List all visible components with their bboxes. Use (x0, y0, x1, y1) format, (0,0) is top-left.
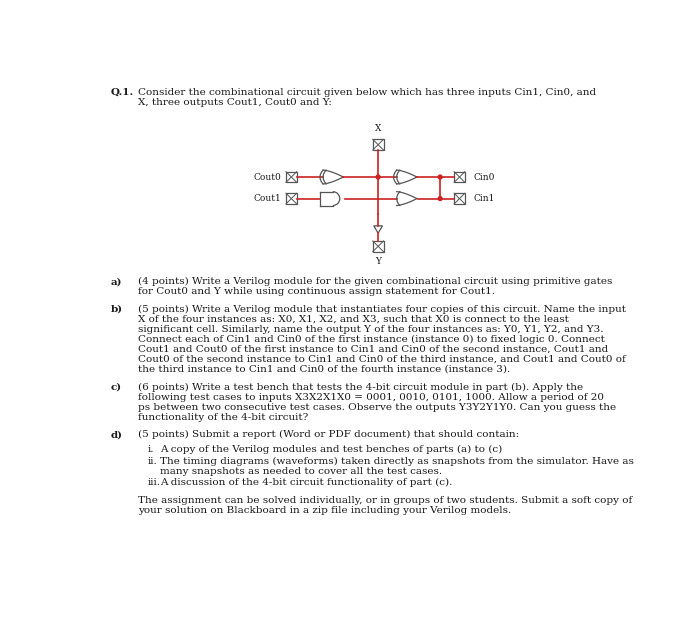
Text: ii.: ii. (148, 456, 158, 465)
Text: Cout1: Cout1 (253, 194, 281, 203)
Text: (5 points) Submit a report (Word or PDF document) that should contain:: (5 points) Submit a report (Word or PDF … (138, 430, 519, 440)
Text: X, three outputs Cout1, Cout0 and Y:: X, three outputs Cout1, Cout0 and Y: (138, 97, 332, 106)
Text: The timing diagrams (waveforms) taken directly as snapshots from the simulator. : The timing diagrams (waveforms) taken di… (160, 456, 634, 465)
Circle shape (438, 175, 442, 179)
Text: following test cases to inputs X3X2X1X0 = 0001, 0010, 0101, 1000. Allow a period: following test cases to inputs X3X2X1X0 … (138, 393, 604, 402)
Text: Connect each of Cin1 and Cin0 of the first instance (instance 0) to fixed logic : Connect each of Cin1 and Cin0 of the fir… (138, 335, 605, 344)
Text: d): d) (111, 430, 122, 439)
Text: a): a) (111, 277, 122, 286)
Circle shape (376, 175, 380, 179)
Text: iii.: iii. (148, 478, 161, 487)
Text: A discussion of the 4-bit circuit functionality of part (c).: A discussion of the 4-bit circuit functi… (160, 478, 453, 487)
Text: the third instance to Cin1 and Cin0 of the fourth instance (instance 3).: the third instance to Cin1 and Cin0 of t… (138, 365, 510, 374)
Text: Q.1.: Q.1. (111, 88, 134, 97)
Text: Cin1: Cin1 (473, 194, 495, 203)
Text: functionality of the 4-bit circuit?: functionality of the 4-bit circuit? (138, 413, 308, 422)
Text: your solution on Blackboard in a zip file including your Verilog models.: your solution on Blackboard in a zip fil… (138, 506, 511, 515)
Text: many snapshots as needed to cover all the test cases.: many snapshots as needed to cover all th… (160, 467, 442, 476)
Bar (454, 193, 465, 204)
Text: Consider the combinational circuit given below which has three inputs Cin1, Cin0: Consider the combinational circuit given… (138, 88, 596, 97)
Text: A copy of the Verilog modules and test benches of parts (a) to (c): A copy of the Verilog modules and test b… (160, 445, 503, 454)
Text: X of the four instances as: X0, X1, X2, and X3, such that X0 is connect to the l: X of the four instances as: X0, X1, X2, … (138, 315, 568, 324)
Text: (4 points) Write a Verilog module for the given combinational circuit using prim: (4 points) Write a Verilog module for th… (138, 277, 612, 287)
Text: X: X (375, 124, 382, 133)
Text: Cout1 and Cout0 of the first instance to Cin1 and Cin0 of the second instance, C: Cout1 and Cout0 of the first instance to… (138, 345, 608, 354)
Text: i.: i. (148, 445, 155, 454)
Bar (286, 172, 297, 183)
Circle shape (438, 197, 442, 201)
Text: Cout0: Cout0 (253, 172, 281, 181)
Text: Cin0: Cin0 (473, 172, 495, 181)
Text: (6 points) Write a test bench that tests the 4-bit circuit module in part (b). A: (6 points) Write a test bench that tests… (138, 383, 583, 392)
Bar (454, 172, 465, 183)
Text: for Cout0 and Y while using continuous assign statement for Cout1.: for Cout0 and Y while using continuous a… (138, 287, 495, 296)
Bar (372, 241, 384, 252)
Text: Cout0 of the second instance to Cin1 and Cin0 of the third instance, and Cout1 a: Cout0 of the second instance to Cin1 and… (138, 355, 626, 364)
Text: Y: Y (375, 257, 381, 266)
Text: significant cell. Similarly, name the output Y of the four instances as: Y0, Y1,: significant cell. Similarly, name the ou… (138, 325, 603, 334)
Text: (5 points) Write a Verilog module that instantiates four copies of this circuit.: (5 points) Write a Verilog module that i… (138, 305, 626, 314)
Text: The assignment can be solved individually, or in groups of two students. Submit : The assignment can be solved individuall… (138, 495, 632, 505)
Bar (286, 193, 297, 204)
Text: b): b) (111, 305, 123, 314)
Text: ps between two consecutive test cases. Observe the outputs Y3Y2Y1Y0. Can you gue: ps between two consecutive test cases. O… (138, 403, 616, 412)
Text: c): c) (111, 383, 122, 392)
Bar (372, 139, 384, 150)
